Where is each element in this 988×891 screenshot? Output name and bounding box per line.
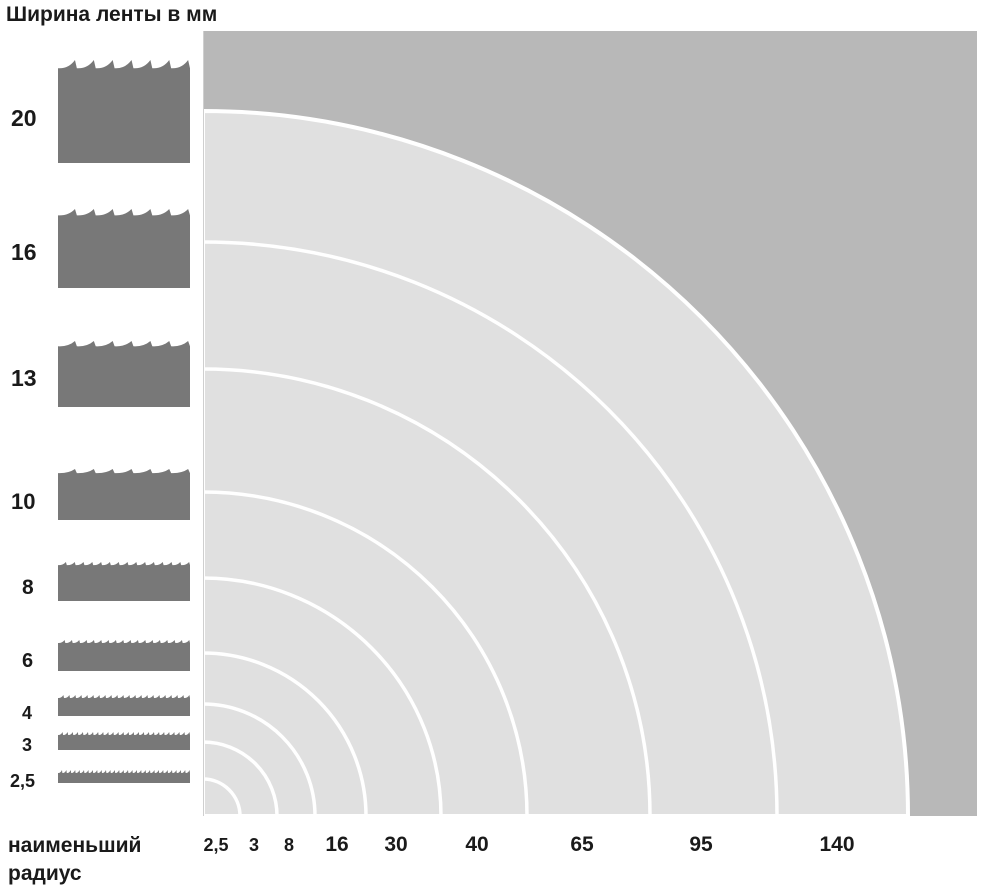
radius-arc-30	[202, 576, 443, 817]
radius-arc-40	[202, 490, 529, 817]
width-label-16: 16	[11, 239, 37, 265]
blade-sample-13mm	[58, 341, 190, 407]
blade-sample-2-5mm	[58, 770, 190, 783]
width-label-10: 10	[11, 489, 35, 514]
radius-axis-label-line1: наименьший	[8, 834, 141, 857]
radius-arc-8	[202, 702, 317, 817]
radius-arc-140	[201, 108, 911, 818]
blade-sample-3mm	[58, 732, 190, 750]
width-label-6: 6	[22, 650, 33, 672]
radius-label-16: 16	[325, 833, 348, 856]
width-label-4: 4	[22, 703, 32, 723]
blade-sample-16mm	[58, 209, 190, 288]
blade-sample-6mm	[58, 640, 190, 671]
radius-arc-3	[202, 740, 279, 817]
radius-arc-95	[202, 240, 779, 817]
width-label-20: 20	[11, 105, 37, 131]
width-label-8: 8	[22, 576, 34, 599]
radius-arc-2-5	[202, 777, 242, 817]
radius-label-30: 30	[384, 833, 407, 856]
radius-label-95: 95	[689, 833, 713, 856]
radius-label-40: 40	[465, 833, 488, 856]
width-labels: 20 16 13 10 8 6 4 3 2,5	[10, 105, 37, 791]
radius-label-3: 3	[249, 835, 259, 855]
radius-label-140: 140	[819, 833, 854, 856]
radius-axis-label-line2: радиус	[8, 862, 82, 885]
radius-label-8: 8	[284, 835, 294, 855]
radius-arcs	[201, 108, 911, 818]
diagram-title: Ширина ленты в мм	[6, 3, 217, 26]
radius-arc-16	[202, 651, 368, 817]
blade-samples	[58, 60, 190, 783]
width-label-2-5: 2,5	[10, 771, 35, 791]
blade-sample-4mm	[58, 695, 190, 716]
radius-arc-65	[202, 367, 652, 817]
blade-sample-20mm	[58, 60, 190, 163]
radius-label-2-5: 2,5	[203, 835, 228, 855]
radius-label-65: 65	[570, 833, 594, 856]
blade-sample-8mm	[58, 562, 190, 601]
radius-labels: 140 95 65 40 30 16 8 3 2,5	[203, 833, 854, 856]
width-label-3: 3	[22, 735, 32, 755]
blade-sample-10mm	[58, 469, 190, 520]
width-label-13: 13	[11, 365, 37, 391]
